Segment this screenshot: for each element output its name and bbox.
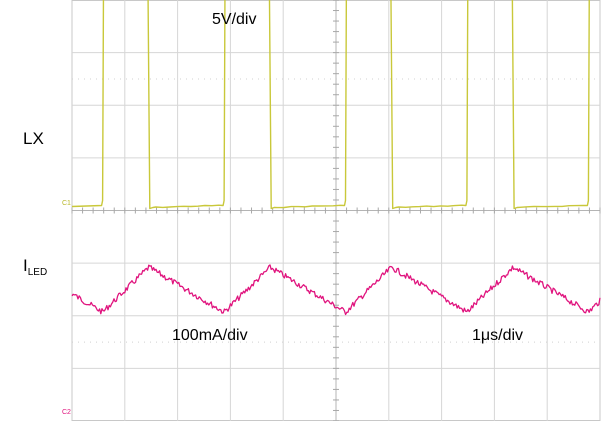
channel1-marker: C1 [62, 200, 71, 207]
iled-label-sub: LED [28, 267, 47, 278]
lx-scale-label: 5V/div [212, 11, 256, 28]
traces [71, 0, 601, 316]
iled-label-main: I [23, 256, 28, 275]
lx-channel-label: LX [23, 129, 44, 148]
graticule [71, 0, 601, 421]
lx-trace [71, 0, 590, 210]
iled-scale-label: 100mA/div [172, 327, 248, 344]
time-scale-label: 1μs/div [472, 327, 523, 344]
iled-channel-label: ILED [23, 256, 47, 278]
channel2-marker: C2 [62, 409, 71, 416]
iled-trace [71, 264, 601, 316]
